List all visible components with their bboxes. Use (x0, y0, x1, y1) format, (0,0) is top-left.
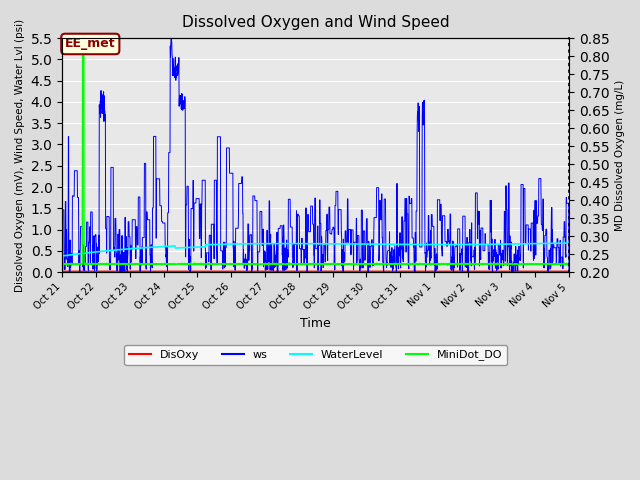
Y-axis label: Dissolved Oxygen (mV), Wind Speed, Water Lvl (psi): Dissolved Oxygen (mV), Wind Speed, Water… (15, 19, 25, 292)
Text: EE_met: EE_met (65, 37, 116, 50)
Legend: DisOxy, ws, WaterLevel, MiniDot_DO: DisOxy, ws, WaterLevel, MiniDot_DO (125, 345, 507, 365)
Title: Dissolved Oxygen and Wind Speed: Dissolved Oxygen and Wind Speed (182, 15, 449, 30)
X-axis label: Time: Time (300, 317, 331, 330)
Y-axis label: MD Dissolved Oxygen (mg/L): MD Dissolved Oxygen (mg/L) (615, 80, 625, 231)
